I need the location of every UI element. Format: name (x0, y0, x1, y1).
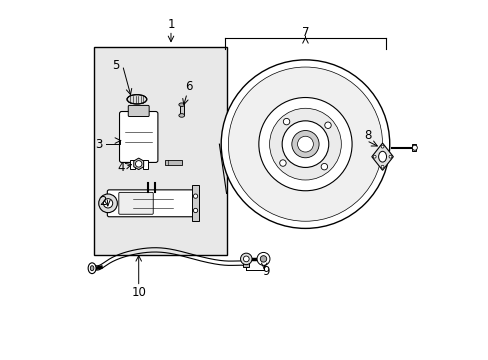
Circle shape (411, 145, 416, 150)
Circle shape (321, 163, 327, 170)
Circle shape (221, 60, 389, 228)
Circle shape (380, 165, 383, 168)
Circle shape (193, 208, 197, 213)
Bar (243, 254, 249, 267)
Text: 3: 3 (95, 138, 103, 150)
Circle shape (388, 155, 391, 158)
Circle shape (291, 131, 319, 158)
Text: 4: 4 (117, 161, 124, 174)
Circle shape (99, 194, 117, 213)
Circle shape (240, 253, 251, 265)
Text: 7: 7 (301, 27, 308, 40)
Ellipse shape (88, 263, 96, 274)
Circle shape (297, 136, 313, 152)
FancyBboxPatch shape (119, 112, 158, 162)
Circle shape (193, 194, 197, 198)
Polygon shape (371, 143, 392, 170)
Circle shape (283, 118, 289, 125)
Circle shape (228, 67, 382, 221)
Text: 5: 5 (111, 59, 119, 72)
FancyBboxPatch shape (119, 192, 153, 214)
Bar (142, 160, 147, 169)
Text: 10: 10 (131, 287, 146, 300)
Circle shape (279, 160, 285, 166)
Circle shape (257, 252, 269, 265)
Text: 2: 2 (99, 195, 106, 208)
Circle shape (243, 256, 249, 262)
FancyBboxPatch shape (128, 105, 149, 117)
Bar (191, 185, 199, 221)
Ellipse shape (378, 151, 386, 162)
Circle shape (103, 199, 112, 208)
FancyBboxPatch shape (107, 190, 195, 217)
Bar (164, 160, 182, 165)
Circle shape (380, 145, 383, 148)
Text: 9: 9 (262, 265, 269, 278)
Bar (180, 105, 183, 116)
Ellipse shape (127, 95, 146, 104)
Bar (411, 144, 415, 151)
Circle shape (135, 161, 142, 167)
Text: 6: 6 (185, 80, 192, 93)
Circle shape (260, 256, 266, 262)
Circle shape (269, 108, 341, 180)
Circle shape (372, 155, 375, 158)
Bar (94, 47, 226, 255)
Circle shape (324, 122, 330, 129)
Ellipse shape (179, 114, 184, 117)
Text: 1: 1 (167, 18, 174, 31)
Text: 8: 8 (364, 129, 371, 142)
Circle shape (282, 121, 328, 167)
Ellipse shape (179, 103, 184, 107)
Bar (129, 160, 135, 169)
Circle shape (258, 98, 351, 191)
Ellipse shape (90, 266, 94, 271)
